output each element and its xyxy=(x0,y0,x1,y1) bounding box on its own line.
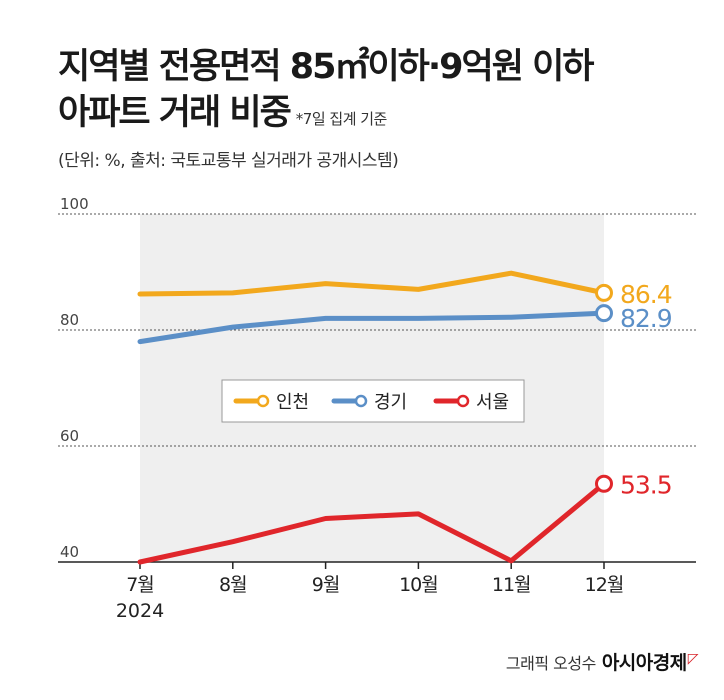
title-line-1: 지역별 전용면적 85㎡이하·9억원 이하 xyxy=(58,47,595,87)
unit-source-note: (단위: %, 출처: 국토교통부 실거래가 공개시스템) xyxy=(58,151,399,171)
brand-mark-icon: ◸ xyxy=(687,650,699,667)
series-end-marker xyxy=(595,283,613,302)
x-tick-label: 8월 xyxy=(219,574,247,596)
series-line-1 xyxy=(137,270,607,297)
legend-swatch-marker xyxy=(456,394,470,408)
x-tick-label: 10월 xyxy=(399,574,438,596)
series-line-3 xyxy=(137,481,607,565)
y-tick-label: 100 xyxy=(60,195,89,213)
title-line-2-text: 아파트 거래 비중 xyxy=(58,93,292,133)
legend-entry: 서울 xyxy=(476,392,509,413)
chart-title: 지역별 전용면적 85㎡이하·9억원 이하 아파트 거래 비중 *7일 집계 기준 xyxy=(58,44,595,142)
data-label: 86.4 xyxy=(620,280,672,309)
x-year-label: 2024 xyxy=(116,600,164,622)
line-chart: 100 80 60 40 7월 8월 9월 10월 11월 12월 2024 86.482.9 53.5… xyxy=(58,195,696,622)
legend-box xyxy=(221,379,525,423)
legend-entry: 경기 xyxy=(374,392,407,413)
x-tick-label: 9월 xyxy=(312,574,340,596)
legend-swatch-marker xyxy=(354,394,368,408)
x-tick-label: 11월 xyxy=(492,574,531,596)
series-end-marker xyxy=(595,304,613,323)
brand-logo-text: 아시아경제 xyxy=(601,652,687,674)
data-label: 82.9 xyxy=(620,304,672,333)
series-line-2 xyxy=(137,310,607,345)
x-tick-label: 12월 xyxy=(585,574,624,596)
graphic-credit: 그래픽 오성수 xyxy=(505,654,596,673)
series-end-marker xyxy=(595,474,613,493)
title-line-2: 아파트 거래 비중 *7일 집계 기준 xyxy=(58,90,593,142)
credit: 그래픽 오성수 아시아경제◸ xyxy=(505,648,699,675)
legend-entry: 인천 xyxy=(276,392,309,413)
legend-swatch-marker xyxy=(256,394,270,408)
aggregation-note: *7일 집계 기준 xyxy=(295,110,388,128)
y-tick-label: 40 xyxy=(60,543,79,561)
x-tick-label: 7월 xyxy=(126,574,154,596)
y-tick-label: 80 xyxy=(60,311,79,329)
data-label: 53.5 xyxy=(620,471,672,500)
y-tick-label: 60 xyxy=(60,427,79,445)
